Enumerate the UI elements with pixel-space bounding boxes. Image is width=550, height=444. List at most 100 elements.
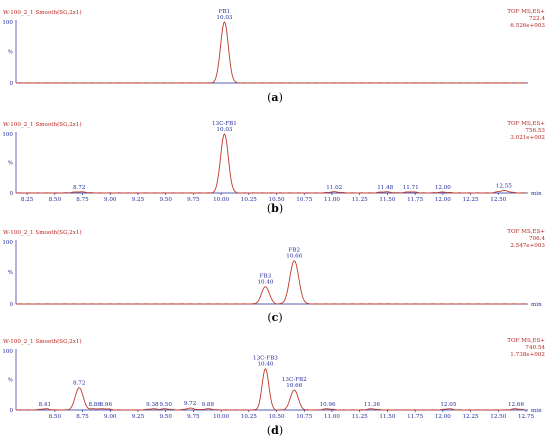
intensity-label: 1.738e+002 [510,352,545,358]
peak-rt-label: 11.02 [326,185,342,191]
tof-label: TOF MS,ES+ [507,229,545,235]
trace-line [16,21,526,84]
peak-rt-label: 9.50 [159,402,172,408]
x-tick-label: 11.75 [407,197,423,203]
peak-rt-label: 10.66 [286,254,302,260]
chromatogram-panel: W-100_2_1 Smooth(SG,2x1) TOF MS,ES+722.46… [2,9,545,104]
x-tick-label: 12.75 [518,414,534,420]
x-tick-label: 10.25 [241,414,257,420]
peak-name-label: FB1 [219,9,231,15]
chromatogram-panel: W-100_2_1 Smooth(SG,2x1) TOF MS,ES+706.42… [2,229,545,324]
x-tick-label: 12.50 [490,197,506,203]
x-tick-label: 9.00 [104,197,117,203]
x-tick-label: 12.00 [435,197,451,203]
panel-caption-letter: a [271,91,278,104]
peak-rt-label: 10.03 [216,15,232,21]
peak-name-label: FB3 [260,274,272,280]
peak-rt-label: 8.72 [73,185,86,191]
y-tick-label: 100 [2,349,13,355]
peak-rt-label: 12.00 [435,185,451,191]
panel-caption-letter: d [271,424,279,437]
x-tick-label: 10.50 [269,197,285,203]
x-tick-label: 12.00 [435,414,451,420]
x-tick-label: 9.00 [104,414,117,420]
peak-name-label: 13C-FB3 [253,356,278,362]
y-tick-label: 0 [9,408,13,414]
panel-caption: (c) [267,311,282,324]
peak-name-label: 13C-FB2 [282,377,307,383]
peak-name-label: FB2 [289,248,301,254]
peak-rt-label: 8.86 [88,402,101,408]
x-tick-label: 9.75 [187,414,200,420]
x-tick-label: 11.75 [407,414,423,420]
x-tick-label: 12.25 [463,197,479,203]
peak-rt-label: 10.40 [257,362,273,368]
peak-rt-label: 10.03 [216,127,232,133]
x-tick-label: 10.75 [296,197,312,203]
x-tick-label: 10.75 [296,414,312,420]
panel-caption: (d) [267,424,283,437]
sample-label: W-100_2_1 Smooth(SG,2x1) [3,9,82,16]
peak-rt-label: 8.96 [100,402,113,408]
x-tick-label: 9.25 [132,197,145,203]
panel-caption-letter: c [272,311,279,324]
x-tick-label: 8.75 [76,414,89,420]
peak-rt-label: 10.96 [320,402,336,408]
peak-rt-label: 9.38 [146,402,159,408]
y-tick-label: % [8,50,13,56]
peak-name-label: 13C-FB1 [212,121,237,127]
x-tick-label: 8.50 [49,197,62,203]
y-tick-label: 100 [2,240,13,246]
x-tick-label: 11.50 [379,197,395,203]
mass-label: 722.4 [529,16,545,22]
panel-caption-letter: b [271,202,279,215]
peak-rt-label: 9.72 [184,401,197,407]
intensity-label: 2.547e+003 [510,243,545,249]
peak-rt-label: 9.88 [202,402,215,408]
x-tick-label: 9.50 [159,197,172,203]
peak-rt-label: 11.71 [403,185,419,191]
intensity-label: 6.526e+003 [510,23,545,29]
x-unit-label: min [531,302,542,308]
sample-label: W-100_2_1 Smooth(SG,2x1) [3,121,82,128]
tof-label: TOF MS,ES+ [507,121,545,127]
x-tick-label: 9.75 [187,197,200,203]
tof-label: TOF MS,ES+ [507,338,545,344]
x-tick-label: 11.25 [352,197,368,203]
sample-label: W-100_2_1 Smooth(SG,2x1) [3,229,82,236]
chromatogram-panel: W-100_2_1 Smooth(SG,2x1) TOF MS,ES+740.54… [2,338,545,437]
x-tick-label: 11.00 [324,414,340,420]
panel-caption: (a) [267,91,283,104]
y-tick-label: % [8,378,13,384]
x-tick-label: 11.00 [324,197,340,203]
x-tick-label: 11.25 [352,414,368,420]
y-tick-label: 100 [2,20,13,26]
sample-label: W-100_2_1 Smooth(SG,2x1) [3,338,82,345]
x-tick-label: 10.00 [213,197,229,203]
chromatogram-panel: W-100_2_1 Smooth(SG,2x1) TOF MS,ES+756.53… [2,121,545,215]
y-tick-label: % [8,270,13,276]
peak-rt-label: 11.36 [364,402,380,408]
peak-rt-label: 10.40 [257,280,273,286]
x-tick-label: 8.50 [49,414,62,420]
peak-rt-label: 10.66 [286,383,302,389]
x-tick-label: 10.25 [241,197,257,203]
mass-label: 756.53 [525,128,545,134]
mass-label: 706.4 [529,236,545,242]
y-tick-label: 100 [2,132,13,138]
intensity-label: 3.021e+002 [510,135,545,141]
peak-rt-label: 12.55 [496,184,512,190]
peak-rt-label: 12.66 [508,402,524,408]
y-tick-label: 0 [9,191,13,197]
peak-rt-label: 8.41 [39,402,51,408]
x-tick-label: 11.50 [379,414,395,420]
panel-caption: (b) [267,202,283,215]
x-tick-label: 9.25 [132,414,145,420]
mass-label: 740.54 [525,345,545,351]
trace-line [16,260,526,305]
x-unit-label: min [531,408,542,414]
tof-label: TOF MS,ES+ [507,9,545,15]
y-tick-label: 0 [9,302,13,308]
peak-rt-label: 12.05 [440,402,456,408]
